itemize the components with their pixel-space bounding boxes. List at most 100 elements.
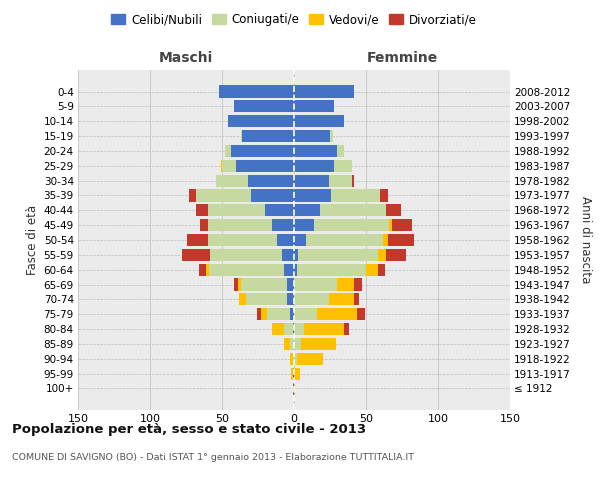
Bar bbox=[298, 249, 377, 261]
Bar bbox=[208, 234, 277, 246]
Bar bbox=[189, 190, 196, 202]
Bar bbox=[301, 338, 336, 350]
Bar bbox=[294, 294, 329, 306]
Bar bbox=[222, 160, 236, 172]
Bar bbox=[284, 338, 290, 350]
Bar bbox=[293, 382, 294, 394]
Bar bbox=[284, 264, 294, 276]
Bar bbox=[388, 234, 413, 246]
Bar bbox=[331, 190, 380, 202]
Bar bbox=[392, 219, 412, 231]
Bar bbox=[334, 160, 352, 172]
Bar bbox=[233, 100, 294, 112]
Bar bbox=[182, 249, 211, 261]
Bar bbox=[330, 130, 333, 142]
Bar bbox=[377, 264, 385, 276]
Bar bbox=[211, 249, 283, 261]
Bar bbox=[293, 323, 294, 335]
Bar bbox=[294, 308, 317, 320]
Y-axis label: Fasce di età: Fasce di età bbox=[26, 205, 40, 275]
Bar bbox=[383, 234, 388, 246]
Bar bbox=[297, 352, 323, 365]
Text: COMUNE DI SAVIGNO (BO) - Dati ISTAT 1° gennaio 2013 - Elaborazione TUTTITALIA.IT: COMUNE DI SAVIGNO (BO) - Dati ISTAT 1° g… bbox=[12, 452, 414, 462]
Bar bbox=[355, 294, 359, 306]
Bar bbox=[239, 294, 247, 306]
Bar bbox=[358, 308, 365, 320]
Bar bbox=[294, 264, 297, 276]
Bar bbox=[294, 130, 330, 142]
Bar bbox=[272, 219, 294, 231]
Bar bbox=[266, 308, 290, 320]
Bar bbox=[241, 278, 287, 290]
Bar bbox=[294, 368, 300, 380]
Y-axis label: Anni di nascita: Anni di nascita bbox=[579, 196, 592, 284]
Bar bbox=[208, 219, 272, 231]
Bar bbox=[221, 160, 222, 172]
Bar bbox=[305, 234, 383, 246]
Bar bbox=[261, 308, 266, 320]
Bar bbox=[294, 338, 301, 350]
Bar bbox=[294, 115, 344, 128]
Bar bbox=[337, 278, 355, 290]
Bar bbox=[233, 278, 238, 290]
Bar bbox=[320, 204, 386, 216]
Bar bbox=[241, 130, 242, 142]
Bar bbox=[277, 234, 294, 246]
Bar bbox=[294, 100, 334, 112]
Bar bbox=[294, 323, 304, 335]
Bar bbox=[228, 115, 294, 128]
Bar bbox=[294, 204, 320, 216]
Bar bbox=[389, 219, 392, 231]
Text: Maschi: Maschi bbox=[159, 51, 213, 65]
Bar bbox=[257, 308, 261, 320]
Bar bbox=[294, 382, 295, 394]
Bar bbox=[293, 368, 294, 380]
Legend: Celibi/Nubili, Coniugati/e, Vedovi/e, Divorziati/e: Celibi/Nubili, Coniugati/e, Vedovi/e, Di… bbox=[106, 8, 482, 31]
Bar bbox=[344, 323, 349, 335]
Bar bbox=[294, 145, 337, 157]
Bar bbox=[251, 190, 294, 202]
Bar bbox=[293, 352, 294, 365]
Bar bbox=[329, 174, 352, 186]
Bar bbox=[386, 204, 401, 216]
Bar bbox=[294, 234, 305, 246]
Bar bbox=[187, 234, 208, 246]
Bar bbox=[290, 308, 294, 320]
Bar bbox=[272, 323, 284, 335]
Bar bbox=[247, 294, 287, 306]
Bar bbox=[294, 190, 331, 202]
Bar bbox=[284, 323, 293, 335]
Bar bbox=[304, 323, 344, 335]
Bar bbox=[294, 174, 329, 186]
Text: Femmine: Femmine bbox=[367, 51, 437, 65]
Bar bbox=[287, 294, 294, 306]
Bar bbox=[297, 264, 366, 276]
Bar bbox=[196, 204, 208, 216]
Bar bbox=[265, 204, 294, 216]
Bar bbox=[199, 264, 206, 276]
Bar bbox=[248, 174, 294, 186]
Bar bbox=[242, 130, 294, 142]
Bar bbox=[208, 204, 265, 216]
Bar bbox=[209, 264, 284, 276]
Bar bbox=[294, 249, 298, 261]
Bar bbox=[290, 338, 294, 350]
Bar bbox=[314, 219, 389, 231]
Bar bbox=[380, 190, 388, 202]
Bar bbox=[216, 174, 248, 186]
Bar bbox=[225, 145, 230, 157]
Bar bbox=[200, 219, 208, 231]
Bar bbox=[294, 278, 337, 290]
Bar bbox=[317, 308, 358, 320]
Bar bbox=[294, 86, 355, 98]
Text: Popolazione per età, sesso e stato civile - 2013: Popolazione per età, sesso e stato civil… bbox=[12, 422, 366, 436]
Bar bbox=[287, 278, 294, 290]
Bar bbox=[206, 264, 209, 276]
Bar bbox=[219, 86, 294, 98]
Bar bbox=[355, 278, 362, 290]
Bar bbox=[377, 249, 386, 261]
Bar bbox=[352, 174, 355, 186]
Bar bbox=[238, 278, 241, 290]
Bar bbox=[294, 160, 334, 172]
Bar bbox=[196, 190, 251, 202]
